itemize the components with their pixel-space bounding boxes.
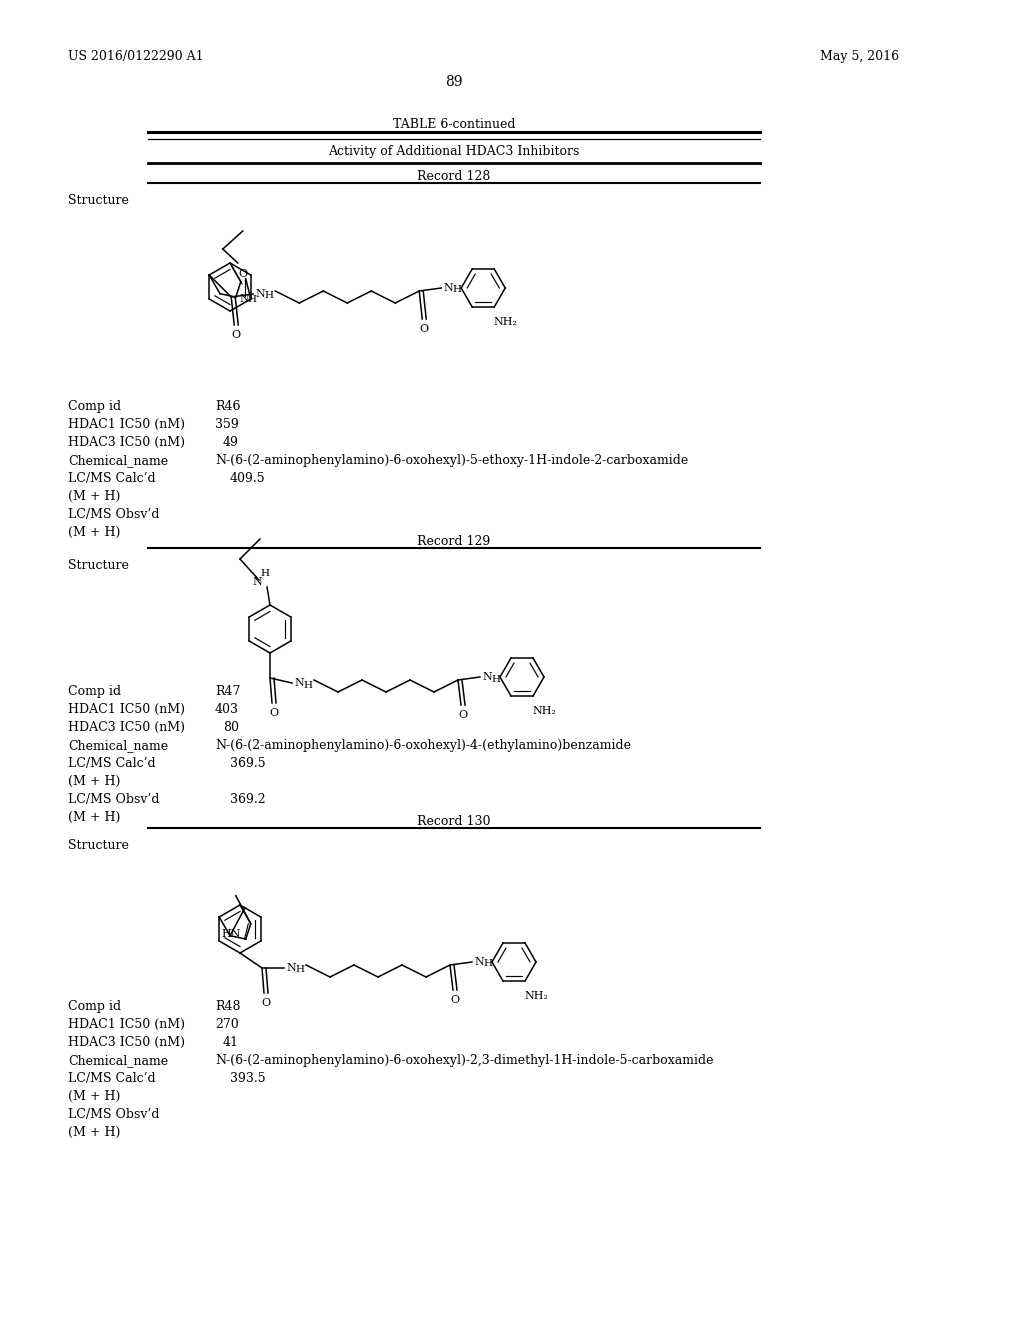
Text: Activity of Additional HDAC3 Inhibitors: Activity of Additional HDAC3 Inhibitors (329, 145, 580, 158)
Text: Comp id: Comp id (68, 1001, 121, 1012)
Text: N: N (286, 964, 296, 973)
Text: Structure: Structure (68, 194, 129, 207)
Text: R46: R46 (215, 400, 241, 413)
Text: LC/MS Calc’d: LC/MS Calc’d (68, 756, 156, 770)
Text: H: H (295, 965, 304, 974)
Text: Record 128: Record 128 (418, 170, 490, 183)
Text: Structure: Structure (68, 558, 129, 572)
Text: LC/MS Calc’d: LC/MS Calc’d (68, 473, 156, 484)
Text: (M + H): (M + H) (68, 525, 121, 539)
Text: 270: 270 (215, 1018, 239, 1031)
Text: HDAC3 IC50 (nM): HDAC3 IC50 (nM) (68, 721, 185, 734)
Text: O: O (451, 995, 460, 1005)
Text: Record 129: Record 129 (418, 535, 490, 548)
Text: 403: 403 (215, 704, 239, 715)
Text: Structure: Structure (68, 840, 129, 851)
Text: Comp id: Comp id (68, 685, 121, 698)
Text: H: H (490, 675, 500, 684)
Text: HDAC1 IC50 (nM): HDAC1 IC50 (nM) (68, 1018, 185, 1031)
Text: H: H (248, 294, 257, 304)
Text: N: N (482, 672, 492, 682)
Text: H: H (260, 569, 269, 578)
Text: N: N (255, 289, 265, 300)
Text: NH₂: NH₂ (494, 317, 517, 327)
Text: O: O (231, 330, 241, 341)
Text: HN: HN (221, 929, 241, 939)
Text: N: N (443, 282, 453, 293)
Text: 49: 49 (223, 436, 239, 449)
Text: Record 130: Record 130 (417, 814, 490, 828)
Text: H: H (264, 292, 273, 301)
Text: O: O (239, 269, 248, 279)
Text: N-(6-(2-aminophenylamino)-6-oxohexyl)-5-ethoxy-1H-indole-2-carboxamide: N-(6-(2-aminophenylamino)-6-oxohexyl)-5-… (215, 454, 688, 467)
Text: N-(6-(2-aminophenylamino)-6-oxohexyl)-4-(ethylamino)benzamide: N-(6-(2-aminophenylamino)-6-oxohexyl)-4-… (215, 739, 631, 752)
Text: Chemical_name: Chemical_name (68, 739, 168, 752)
Text: 409.5: 409.5 (230, 473, 265, 484)
Text: N-(6-(2-aminophenylamino)-6-oxohexyl)-2,3-dimethyl-1H-indole-5-carboxamide: N-(6-(2-aminophenylamino)-6-oxohexyl)-2,… (215, 1053, 714, 1067)
Text: 359: 359 (215, 418, 239, 432)
Text: NH₂: NH₂ (532, 706, 556, 715)
Text: LC/MS Obsv’d: LC/MS Obsv’d (68, 793, 160, 807)
Text: (M + H): (M + H) (68, 1090, 121, 1104)
Text: H: H (303, 681, 312, 689)
Text: 393.5: 393.5 (230, 1072, 265, 1085)
Text: HDAC3 IC50 (nM): HDAC3 IC50 (nM) (68, 1036, 185, 1049)
Text: (M + H): (M + H) (68, 810, 121, 824)
Text: N: N (474, 957, 483, 968)
Text: N: N (240, 294, 250, 304)
Text: O: O (269, 708, 279, 718)
Text: HDAC3 IC50 (nM): HDAC3 IC50 (nM) (68, 436, 185, 449)
Text: (M + H): (M + H) (68, 1126, 121, 1139)
Text: LC/MS Obsv’d: LC/MS Obsv’d (68, 508, 160, 521)
Text: Chemical_name: Chemical_name (68, 1053, 168, 1067)
Text: O: O (420, 323, 429, 334)
Text: (M + H): (M + H) (68, 490, 121, 503)
Text: 369.5: 369.5 (230, 756, 265, 770)
Text: 41: 41 (223, 1036, 239, 1049)
Text: 80: 80 (223, 721, 239, 734)
Text: US 2016/0122290 A1: US 2016/0122290 A1 (68, 50, 204, 63)
Text: O: O (261, 998, 270, 1008)
Text: H: H (453, 285, 461, 294)
Text: O: O (459, 710, 468, 719)
Text: N: N (252, 577, 262, 587)
Text: TABLE 6-continued: TABLE 6-continued (393, 117, 515, 131)
Text: 369.2: 369.2 (230, 793, 265, 807)
Text: R47: R47 (215, 685, 241, 698)
Text: HDAC1 IC50 (nM): HDAC1 IC50 (nM) (68, 704, 185, 715)
Text: LC/MS Obsv’d: LC/MS Obsv’d (68, 1107, 160, 1121)
Text: NH₂: NH₂ (524, 991, 548, 1001)
Text: LC/MS Calc’d: LC/MS Calc’d (68, 1072, 156, 1085)
Text: HDAC1 IC50 (nM): HDAC1 IC50 (nM) (68, 418, 185, 432)
Text: Comp id: Comp id (68, 400, 121, 413)
Text: N: N (294, 678, 304, 688)
Text: May 5, 2016: May 5, 2016 (820, 50, 899, 63)
Text: H: H (483, 960, 492, 969)
Text: 89: 89 (445, 75, 463, 88)
Text: R48: R48 (215, 1001, 241, 1012)
Text: (M + H): (M + H) (68, 775, 121, 788)
Text: Chemical_name: Chemical_name (68, 454, 168, 467)
